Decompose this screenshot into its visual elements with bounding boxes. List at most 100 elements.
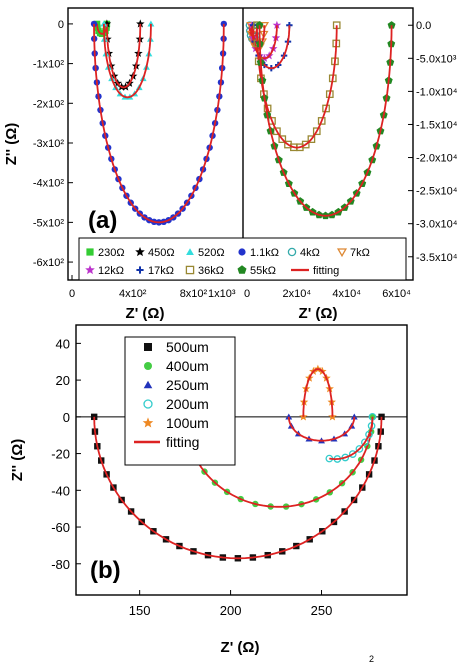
data-point-200um [348, 450, 357, 458]
fit-line-100um [302, 368, 334, 417]
legend-b-marker-500um [144, 343, 152, 351]
b-ytick-label: 0 [63, 410, 70, 425]
legend-b-label: fitting [166, 434, 199, 450]
a-right-ytick-label: -1.5x10⁴ [416, 119, 458, 131]
a-left-ytick-label: -5x10² [33, 217, 65, 229]
data-point-250um [350, 413, 358, 420]
data-point-36kΩ [312, 127, 321, 136]
legend-a-label: 4kΩ [300, 247, 320, 259]
legend-a-label: 1.1kΩ [250, 247, 279, 259]
legend-a-label: 7kΩ [350, 247, 370, 259]
data-point-450Ω [102, 19, 112, 28]
legend-a: 230Ω 450Ω 520Ω 1.1kΩ 4kΩ 7kΩ 12kΩ 17kΩ 36kΩ 55kΩ f… [78, 237, 407, 281]
legend-b-marker-100um [142, 417, 154, 428]
panel-a: 0 -1x10² -2x10² -3x10² -4x10² -5x10² -6x10² 0 4x… [3, 7, 458, 322]
fit-line-520Ω [103, 23, 152, 99]
b-ytick-label: -40 [51, 483, 70, 498]
data-point-200um [365, 430, 373, 439]
legend-b-label: 400um [166, 358, 209, 374]
a-right-xtick-label: 0 [244, 288, 250, 300]
a-left-ytick-label: -6x10² [33, 257, 65, 269]
a-right-ytick-label: -2.0x10⁴ [416, 153, 458, 165]
panel-b-label: (b) [90, 557, 121, 584]
a-right-ytick-label: -2.5x10⁴ [416, 186, 458, 198]
legend-a-marker-7kΩ [336, 248, 348, 258]
legend-b-label: 100um [166, 415, 209, 431]
legend-a-label: 55kΩ [250, 265, 276, 277]
b-ytick-label: -80 [51, 557, 70, 572]
legend-a-marker-36kΩ [185, 265, 195, 275]
a-left-xtick-label: 0 [69, 288, 75, 300]
fit-line-1.1kΩ [93, 23, 225, 224]
fit-line-200um [329, 416, 374, 460]
b-xtick-label: 250 [311, 603, 333, 618]
b-ytick-label: -60 [51, 520, 70, 535]
a-right-ytick-label: -3.0x10⁴ [416, 219, 458, 231]
a-right-xtick-label: 4x10⁴ [332, 288, 361, 300]
a-left-ytick-label: -2x10² [33, 98, 65, 110]
a-left-ytick-label: 0 [58, 19, 64, 31]
panel-a-xlabel-right: Z' (Ω) [299, 305, 338, 322]
legend-b-label: 250um [166, 377, 209, 393]
b-ytick-label: -20 [51, 447, 70, 462]
legend-b-marker-250um [143, 380, 153, 389]
fit-line-500um [93, 416, 383, 560]
legend-a-marker-450Ω [135, 247, 145, 257]
data-point-36kΩ [307, 135, 316, 144]
legend-b-box [124, 336, 236, 466]
legend-b-marker-200um [143, 399, 153, 409]
a-right-ytick-label: -3.5x10⁴ [416, 252, 458, 264]
data-point-36kΩ [301, 140, 310, 149]
legend-a-marker-4kΩ [287, 247, 297, 257]
b-ytick-label: 40 [56, 336, 70, 351]
a-right-ytick-label: -1.0x10⁴ [416, 86, 458, 98]
legend-a-label: 520Ω [198, 247, 225, 259]
panel-b-frame [75, 324, 408, 596]
a-right-xtick-label: 6x10⁴ [382, 288, 411, 300]
data-point-450Ω [136, 19, 145, 28]
legend-a-marker-520Ω [186, 248, 194, 255]
data-point-36kΩ [317, 117, 326, 125]
legend-a-label: 230Ω [98, 247, 125, 259]
panel-a-label: (a) [88, 207, 117, 234]
legend-b-label: 500um [166, 339, 209, 355]
legend-a-label: 36kΩ [198, 265, 224, 277]
data-point-200um [361, 438, 369, 447]
legend-a-label: 12kΩ [98, 265, 124, 277]
data-point-55kΩ [255, 21, 264, 29]
data-point-520Ω [100, 20, 108, 27]
b-xtick-label: 150 [129, 603, 151, 618]
b-ytick-label: 20 [56, 373, 70, 388]
legend-b: 500um 400um 250um 200um 100um fitting [124, 336, 236, 466]
data-point-520Ω [147, 20, 155, 27]
legend-a-label: 17kΩ [148, 265, 174, 277]
a-left-ytick-label: -4x10² [33, 178, 65, 190]
panel-b-xlabel: Z' (Ω) [221, 639, 260, 656]
panel-a-ylabel: Z'' (Ω) [3, 123, 20, 165]
legend-b-label: 200um [166, 396, 209, 412]
legend-a-marker-55kΩ [237, 265, 247, 274]
a-right-ytick-label: -5.0x10³ [416, 53, 457, 65]
a-left-xtick-label: 4x10² [119, 288, 147, 300]
data-point-36kΩ [278, 135, 287, 144]
legend-a-label: 450Ω [148, 247, 175, 259]
fit-line-250um [287, 416, 356, 442]
fit-line-55kΩ [258, 25, 393, 217]
legend-a-marker-1.1kΩ [238, 248, 246, 256]
panel-b-ylabel: Z'' (Ω) [9, 439, 26, 481]
a-left-xtick-label: 8x10² [180, 288, 208, 300]
fit-line-400um [185, 416, 374, 508]
legend-b-marker-400um [144, 362, 152, 370]
data-point-200um [355, 445, 364, 453]
data-point-12kΩ [272, 20, 282, 29]
legend-a-marker-230Ω [86, 248, 94, 256]
fit-line-450Ω [106, 23, 142, 89]
b-xtick-label: 200 [220, 603, 242, 618]
legend-a-marker-17kΩ [136, 266, 144, 274]
data-point-250um [285, 413, 293, 420]
a-left-ytick-label: -1x10² [33, 59, 65, 71]
legend-a-label: fitting [313, 265, 339, 277]
a-left-xtick-label: 1x10³ [208, 288, 236, 300]
